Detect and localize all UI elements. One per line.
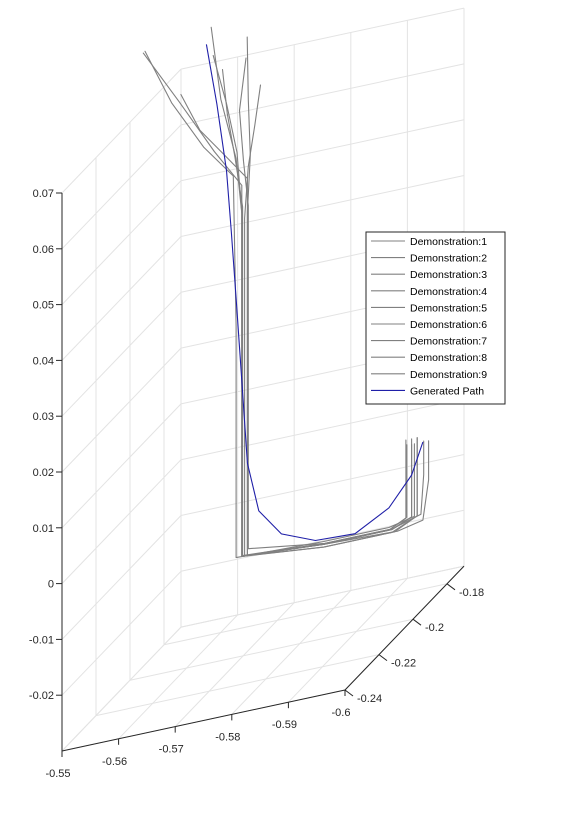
grid-line-side-z (180, 175, 465, 237)
z-tick-label: 0.01 (33, 523, 54, 535)
y-tick-mark (378, 654, 388, 661)
legend-box (365, 231, 506, 405)
grid-line-back-z (61, 180, 182, 305)
legend-entry[interactable]: Demonstration:9 (410, 369, 487, 381)
y-tick-mark (344, 689, 354, 697)
y-tick-label: -0.18 (459, 587, 484, 599)
grid-line-back-z (61, 570, 182, 696)
z-tick-label: 0.02 (33, 467, 54, 479)
z-tick-label: -0.01 (29, 634, 54, 646)
x-tick-label: -0.55 (45, 768, 70, 780)
grid-line-floor-y (129, 618, 414, 681)
y-tick-mark (412, 618, 422, 626)
legend-entry[interactable]: Demonstration:3 (410, 269, 487, 281)
y-tick-mark (446, 583, 456, 591)
grid-line-side-z (180, 398, 465, 461)
axis-layer (56, 192, 465, 757)
z-tick-label: 0.07 (33, 188, 54, 200)
grid-line-floor-x (288, 577, 408, 703)
y-tick-label: -0.22 (391, 658, 416, 670)
legend-entry[interactable]: Demonstration:1 (410, 236, 487, 248)
grid-line-floor-x (61, 626, 182, 752)
tick-labels: -0.55 -0.56 -0.57 -0.58 -0.59 -0.6 -0.18 -0.2 -0… (29, 188, 484, 780)
grid-line-back-z (61, 124, 182, 250)
generated-path-line (205, 44, 424, 542)
grid-line-back-z (61, 236, 182, 361)
grid-line-floor-x (174, 602, 295, 727)
legend-entry[interactable]: Generated Path (410, 385, 484, 397)
legend-entry[interactable]: Demonstration:4 (410, 286, 487, 298)
grid-line-back-z (61, 68, 182, 194)
legend-entry[interactable]: Demonstration:5 (410, 302, 487, 314)
grid-line-back-z (61, 459, 182, 584)
grid-line-floor-y (163, 583, 448, 646)
demonstration-line-2 (238, 57, 425, 550)
grid-line-back-z (61, 515, 182, 640)
y-axis-line (344, 565, 465, 691)
z-tick-label: 0.05 (33, 300, 54, 312)
x-tick-label: -0.6 (332, 707, 351, 719)
legend-entry[interactable]: Demonstration:8 (410, 352, 487, 364)
grid-line-floor-y (95, 654, 380, 717)
grid-line-back-z (61, 291, 182, 417)
z-tick-label: 0.04 (33, 355, 54, 367)
x-tick-label: -0.58 (215, 731, 240, 743)
x-tick-label: -0.56 (102, 756, 127, 768)
legend-entry[interactable]: Demonstration:7 (410, 336, 487, 348)
demonstration-line-4 (144, 50, 415, 559)
grid-line-back-z (61, 403, 182, 529)
x-tick-label: -0.57 (159, 744, 184, 756)
legend-entry[interactable]: Demonstration:2 (410, 253, 487, 265)
y-tick-label: -0.2 (425, 622, 444, 634)
demonstration-line-7 (244, 84, 418, 557)
legend[interactable]: Demonstration:1 Demonstration:2 Demonstrat… (365, 231, 506, 405)
x-axis-line (61, 689, 346, 752)
z-tick-label: 0.03 (33, 411, 54, 423)
grid-line-side-z (180, 63, 465, 126)
grid-line-floor-x (231, 590, 352, 715)
z-tick-label: 0.06 (33, 244, 54, 256)
grid-line-floor-y (180, 565, 465, 628)
demonstration-line-8 (221, 68, 408, 557)
y-tick-label: -0.24 (357, 693, 382, 705)
grid-line-side-z (180, 509, 465, 572)
z-tick-label: 0 (48, 579, 54, 591)
x-tick-label: -0.59 (272, 719, 297, 731)
grid-line-floor-x (118, 614, 238, 740)
z-tick-label: -0.02 (29, 690, 54, 702)
series-layer (142, 26, 430, 559)
grid-line-back-z (61, 347, 182, 473)
grid-line-side-z (180, 7, 465, 70)
legend-entry[interactable]: Demonstration:6 (410, 319, 487, 331)
